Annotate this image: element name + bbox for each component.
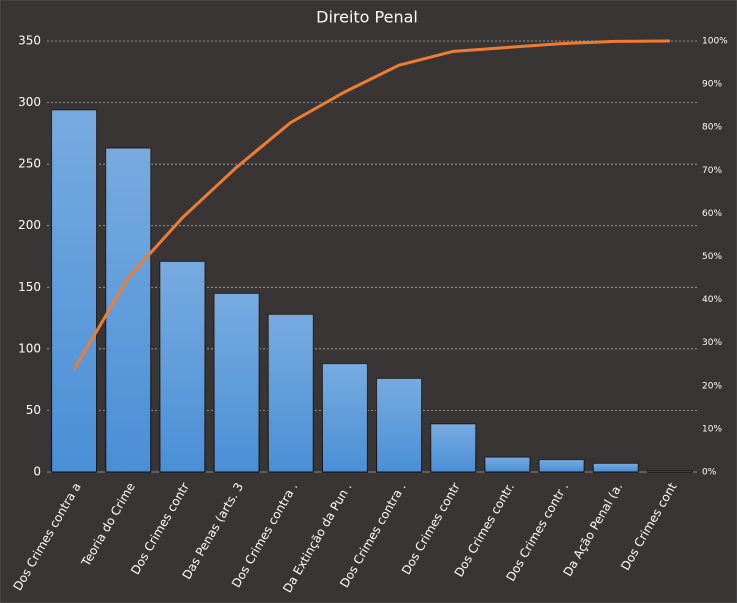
- bar-shine: [105, 148, 151, 473]
- bar-shine: [214, 293, 260, 472]
- y2-tick-label: 70%: [702, 166, 722, 176]
- y2-tick-label: 50%: [702, 252, 722, 262]
- y-tick-label: 350: [18, 34, 41, 48]
- y2-tick-label: 40%: [702, 295, 722, 305]
- y2-tick-label: 100%: [702, 37, 728, 47]
- bar-shine: [159, 261, 205, 472]
- y-tick-label: 150: [18, 280, 41, 294]
- y2-tick-label: 30%: [702, 338, 722, 348]
- bar-shine: [647, 470, 693, 472]
- bar-shine: [51, 109, 97, 473]
- y-tick-label: 250: [18, 157, 41, 171]
- y2-tick-label: 60%: [702, 209, 722, 219]
- cumulative-line: [72, 39, 670, 371]
- y2-tick-label: 90%: [702, 80, 722, 90]
- bar-shine: [376, 378, 422, 472]
- bar-shine: [593, 463, 639, 472]
- y-tick-label: 200: [18, 218, 41, 232]
- y-tick-label: 300: [18, 95, 41, 109]
- chart-title: Direito Penal: [316, 8, 418, 27]
- y-tick-label: 100: [18, 341, 41, 355]
- y-tick-label: 0: [33, 465, 41, 479]
- y2-tick-label: 20%: [702, 381, 722, 391]
- bar-shine: [484, 457, 530, 472]
- bar-shine: [430, 423, 476, 472]
- y2-tick-label: 0%: [702, 468, 717, 478]
- y2-tick-label: 80%: [702, 123, 722, 133]
- bar-shine: [539, 459, 585, 472]
- bar-shine: [268, 314, 314, 472]
- bar-shine: [322, 363, 368, 472]
- y2-tick-label: 10%: [702, 424, 722, 434]
- y-tick-label: 50: [26, 403, 41, 417]
